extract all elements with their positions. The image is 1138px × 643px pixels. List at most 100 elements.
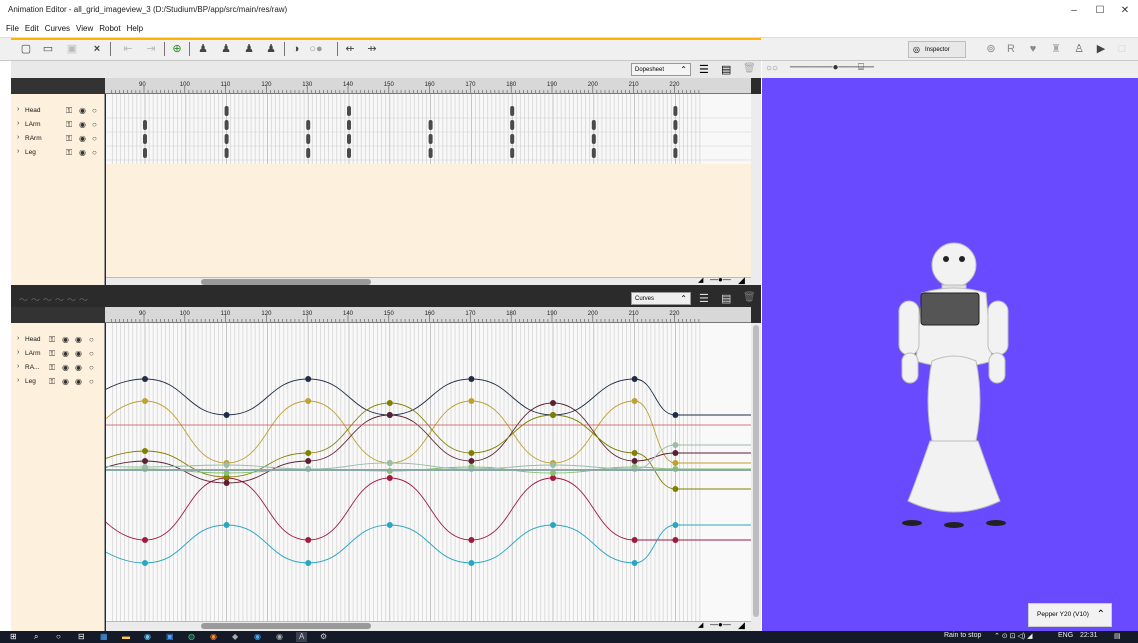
play-icon[interactable]: ▶ <box>1096 43 1106 55</box>
zoom-out-icon[interactable]: ◢ <box>698 622 704 629</box>
maximize-button[interactable]: ☐ <box>1095 5 1105 16</box>
curves-mode-select[interactable]: Curves ⌃ <box>631 292 691 305</box>
zoom-slider[interactable]: ──────●───── <box>790 62 874 73</box>
track-row-leg[interactable]: › Leg ⚿ ◉ ○ <box>17 148 97 157</box>
robot-viewport[interactable] <box>762 61 1138 631</box>
lock-icon[interactable]: ⚿ <box>66 120 73 129</box>
app-icon-1[interactable]: ◉ <box>144 632 151 641</box>
robot-pose-icon-1[interactable]: ♟ <box>198 43 208 55</box>
dopesheet-hscroll[interactable]: ◢ —●— ◢ <box>106 275 751 285</box>
lang-indicator[interactable]: ENG <box>1058 632 1074 639</box>
track-row-rarm[interactable]: › RArm ⚿ ◉ ○ <box>17 134 97 143</box>
robot-pose-icon-4[interactable]: ♟ <box>266 43 276 55</box>
curve-track-leg[interactable]: › Leg ⚿ ◉ ◉ ○ <box>17 377 94 386</box>
new-file-icon[interactable]: ▢ <box>20 43 32 55</box>
radio-icon[interactable]: ○ <box>89 349 94 358</box>
scroll-thumb[interactable] <box>201 279 371 285</box>
visible-icon[interactable]: ◉ <box>62 349 69 358</box>
view-mode-select[interactable]: Dopesheet ⌃ <box>631 63 691 76</box>
app-icon-3[interactable]: ◆ <box>232 632 239 641</box>
speaker-icon[interactable]: ◉ <box>79 134 86 143</box>
radio-icon[interactable]: ○ <box>89 363 94 372</box>
dopesheet-ruler[interactable]: 90 100 110 120 130 140 150 160 170 180 190 200 210 22… <box>105 78 751 94</box>
radio-icon[interactable]: ○ <box>92 148 97 157</box>
menu-robot[interactable]: Robot <box>99 24 121 33</box>
list-view-icon[interactable]: ☰ <box>699 293 709 305</box>
view-toggle-icon[interactable]: ○○ <box>766 63 779 74</box>
animation-editor-taskbar-icon[interactable]: A <box>296 632 308 642</box>
speaker-icon[interactable]: ◉ <box>75 363 82 372</box>
visible-icon[interactable]: ◉ <box>62 335 69 344</box>
inspector-button[interactable]: ◎ Inspector <box>908 41 966 58</box>
curves-ruler[interactable]: 90 100 110 120 130 140 150 160 170 180 190 200 210 22… <box>105 307 751 323</box>
undo-icon[interactable]: ⇤ <box>123 43 133 55</box>
speaker-icon[interactable]: ◉ <box>75 349 82 358</box>
close-file-icon[interactable]: × <box>93 43 101 55</box>
menu-view[interactable]: View <box>76 24 94 33</box>
track-row-larm[interactable]: › LArm ⚿ ◉ ○ <box>17 120 97 129</box>
lock-icon[interactable]: ⚿ <box>49 335 56 344</box>
curves-graph[interactable] <box>106 323 751 621</box>
menu-file[interactable]: File <box>6 24 19 33</box>
lock-icon[interactable]: ⚿ <box>49 377 56 386</box>
scroll-thumb[interactable] <box>201 623 371 629</box>
app-icon-4[interactable]: ◉ <box>254 632 261 641</box>
menu-help[interactable]: Help <box>126 24 144 33</box>
radio-icon[interactable]: ○ <box>92 120 97 129</box>
curves-hscroll[interactable]: ◢ —●— ◢ <box>106 620 751 631</box>
app-icon-5[interactable]: ◉ <box>276 632 283 641</box>
curve-track-rarm[interactable]: › RA... ⚿ ◉ ◉ ○ <box>17 363 94 372</box>
step-forward-icon[interactable]: ⇸ <box>367 43 377 55</box>
lock-icon[interactable]: ⚿ <box>49 363 56 372</box>
radio-icon[interactable]: ○ <box>89 377 94 386</box>
stop-icon[interactable]: □ <box>1118 43 1126 55</box>
speaker-icon[interactable]: ◉ <box>79 148 86 157</box>
curve-interpolation-icons[interactable]: 〜〜〜〜〜〜 <box>19 295 92 305</box>
weather-text[interactable]: Rain to stop <box>944 632 982 639</box>
dopesheet-grid[interactable] <box>106 94 751 164</box>
curve-track-head[interactable]: › Head ⚿ ◉ ◉ ○ <box>17 335 94 344</box>
robot-model-select[interactable]: Pepper Y20 (V10) ⌃ <box>1028 603 1112 627</box>
vscroll-thumb[interactable] <box>753 325 759 617</box>
zoom-slider[interactable]: —●— <box>710 275 731 284</box>
add-keyframe-icon[interactable]: ⊕ <box>172 43 182 55</box>
speaker-icon[interactable]: ◉ <box>75 377 82 386</box>
visible-icon[interactable]: ◉ <box>62 377 69 386</box>
trash-icon[interactable]: 🗑 <box>743 292 756 303</box>
start-icon[interactable]: ⊞ <box>10 632 17 641</box>
curve-track-larm[interactable]: › LArm ⚿ ◉ ◉ ○ <box>17 349 94 358</box>
speaker-icon[interactable]: ◉ <box>79 106 86 115</box>
search-icon[interactable]: ⌕ <box>34 632 39 641</box>
robot-pose-icon-3[interactable]: ♟ <box>244 43 254 55</box>
radio-icon[interactable]: ○ <box>89 335 94 344</box>
explorer-icon[interactable]: ▬ <box>122 632 130 641</box>
store-icon[interactable]: ▦ <box>100 632 108 641</box>
task-view-icon[interactable]: ○ <box>56 632 61 641</box>
menu-edit[interactable]: Edit <box>24 24 39 33</box>
speaker-icon[interactable]: ◉ <box>79 120 86 129</box>
minimize-button[interactable]: – <box>1071 5 1077 16</box>
speaker-icon[interactable]: ◉ <box>75 335 82 344</box>
list-view-icon[interactable]: ☰ <box>699 64 709 76</box>
widgets-icon[interactable]: ⊟ <box>78 632 85 641</box>
lock-icon[interactable]: ⚿ <box>66 106 73 115</box>
zoom-slider[interactable]: —●— <box>710 620 731 629</box>
radio-icon[interactable]: ○ <box>92 134 97 143</box>
clock[interactable]: 22:31 <box>1080 632 1098 639</box>
robot-grid-icon[interactable]: ♜ <box>1051 43 1061 55</box>
radio-icon[interactable]: ○ <box>92 106 97 115</box>
camera-icon[interactable]: ⌸ <box>858 62 864 73</box>
robot-head-icon[interactable]: ⊚ <box>986 43 996 55</box>
menu-curves[interactable]: Curves <box>44 24 71 33</box>
robot-body-icon[interactable]: ♙ <box>1074 43 1084 55</box>
zoom-in-icon[interactable]: ◢ <box>738 275 745 285</box>
chrome-icon[interactable]: ◍ <box>188 632 195 641</box>
zoom-in-icon[interactable]: ◢ <box>738 620 745 630</box>
settings-icon[interactable]: ⚙ <box>320 632 328 641</box>
step-back-icon[interactable]: ⇷ <box>345 43 355 55</box>
track-row-head[interactable]: › Head ⚿ ◉ ○ <box>17 106 97 115</box>
open-folder-icon[interactable]: ▭ <box>42 43 54 55</box>
dopesheet-vscroll[interactable] <box>751 94 761 285</box>
redo-icon[interactable]: ⇥ <box>146 43 156 55</box>
tray-icons[interactable]: ⌃ ⊙ ⊡ ◁) ◢ <box>994 633 1033 640</box>
